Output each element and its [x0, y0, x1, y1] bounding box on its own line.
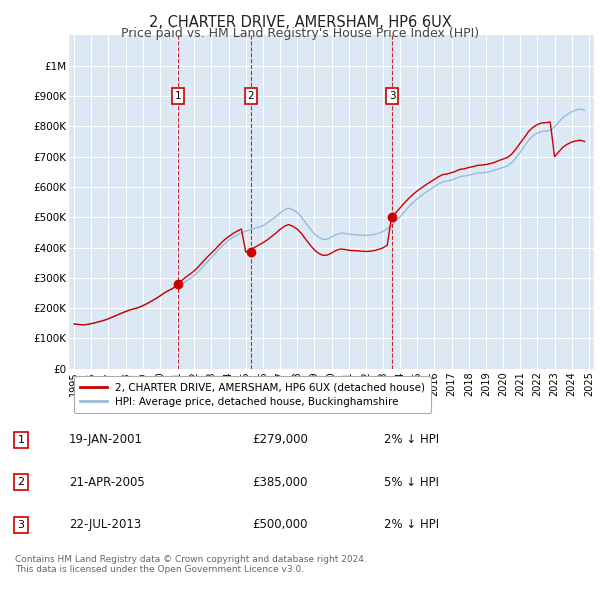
- Text: 1: 1: [17, 435, 25, 445]
- Text: £500,000: £500,000: [252, 518, 308, 532]
- Text: 21-APR-2005: 21-APR-2005: [69, 476, 145, 489]
- Text: 3: 3: [17, 520, 25, 530]
- Text: Contains HM Land Registry data © Crown copyright and database right 2024.
This d: Contains HM Land Registry data © Crown c…: [15, 555, 367, 574]
- Text: 2% ↓ HPI: 2% ↓ HPI: [384, 433, 439, 447]
- Text: 2% ↓ HPI: 2% ↓ HPI: [384, 518, 439, 532]
- Text: Price paid vs. HM Land Registry's House Price Index (HPI): Price paid vs. HM Land Registry's House …: [121, 27, 479, 40]
- Text: 3: 3: [389, 91, 396, 101]
- Text: 1: 1: [175, 91, 181, 101]
- Text: 19-JAN-2001: 19-JAN-2001: [69, 433, 143, 447]
- Text: £385,000: £385,000: [252, 476, 308, 489]
- Text: 2: 2: [248, 91, 254, 101]
- Text: 2, CHARTER DRIVE, AMERSHAM, HP6 6UX: 2, CHARTER DRIVE, AMERSHAM, HP6 6UX: [149, 15, 451, 30]
- Text: 2: 2: [17, 477, 25, 487]
- Text: £279,000: £279,000: [252, 433, 308, 447]
- Text: 5% ↓ HPI: 5% ↓ HPI: [384, 476, 439, 489]
- Legend: 2, CHARTER DRIVE, AMERSHAM, HP6 6UX (detached house), HPI: Average price, detach: 2, CHARTER DRIVE, AMERSHAM, HP6 6UX (det…: [74, 376, 431, 413]
- Text: 22-JUL-2013: 22-JUL-2013: [69, 518, 141, 532]
